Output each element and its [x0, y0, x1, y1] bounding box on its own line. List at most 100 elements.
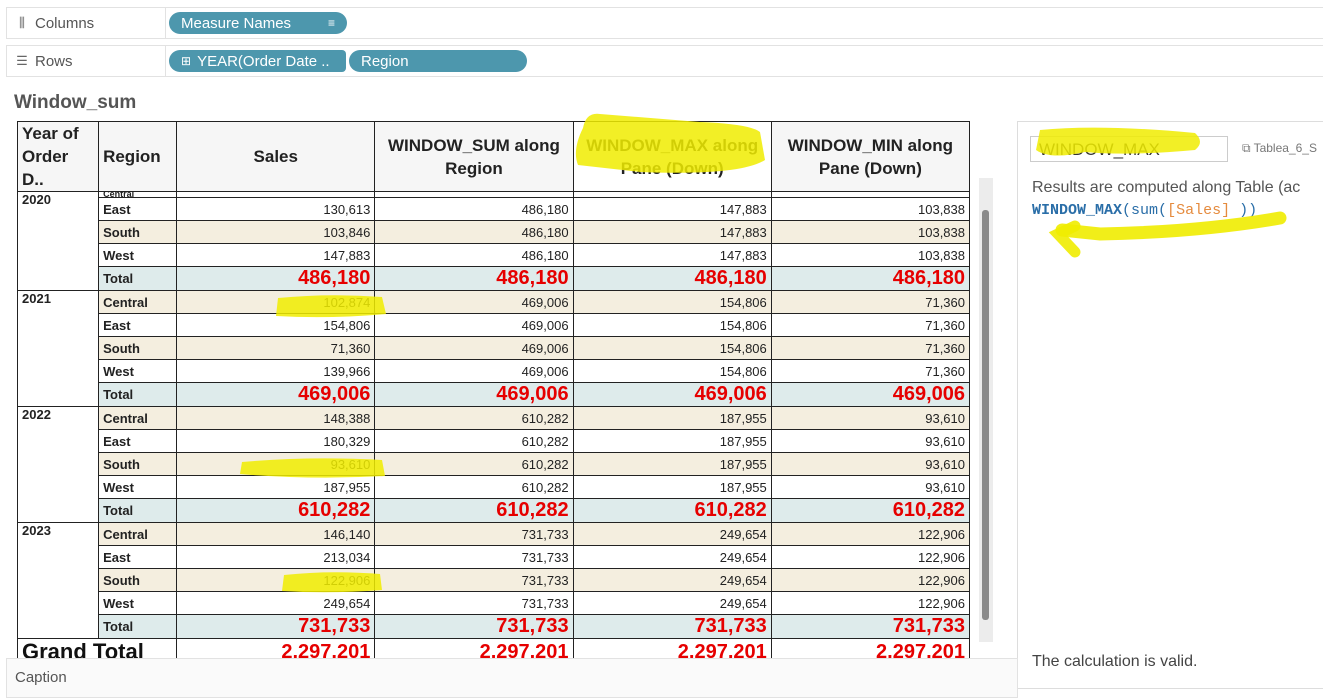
value-cell-sales[interactable]: 122,906	[176, 568, 376, 592]
value-cell-wmax[interactable]: 154,806	[572, 290, 772, 314]
value-cell-wsum[interactable]: 486,180	[374, 243, 574, 267]
value-cell-wmin[interactable]: 122,906	[770, 522, 971, 546]
value-cell-wmax[interactable]: 249,654	[572, 522, 772, 546]
region-cell[interactable]: West	[98, 591, 178, 615]
calculation-name-field[interactable]: WINDOW_MAX	[1030, 136, 1228, 162]
value-cell-sales[interactable]: 139,966	[176, 359, 376, 383]
value-cell-wsum[interactable]: 610,282	[374, 452, 574, 476]
value-cell-wmin[interactable]: 71,360	[770, 336, 971, 360]
total-label[interactable]: Total	[98, 614, 178, 639]
value-cell-wsum[interactable]: 731,733	[374, 591, 574, 615]
value-cell-sales[interactable]: 154,806	[176, 313, 376, 337]
total-value-wmin[interactable]: 486,180	[770, 266, 971, 291]
region-cell[interactable]: West	[98, 243, 178, 267]
value-cell-wmin[interactable]: 93,610	[770, 452, 971, 476]
total-value-wsum[interactable]: 469,006	[374, 382, 574, 407]
total-value-sales[interactable]: 486,180	[176, 266, 376, 291]
total-value-wmax[interactable]: 731,733	[572, 614, 772, 639]
value-cell-wmax[interactable]: 187,955	[572, 475, 772, 499]
value-cell-wsum[interactable]: 610,282	[374, 406, 574, 430]
header-window-max[interactable]: WINDOW_MAX along Pane (Down)	[572, 121, 772, 192]
value-cell-sales[interactable]: 130,613	[176, 197, 376, 221]
value-cell-wsum[interactable]: 610,282	[374, 429, 574, 453]
value-cell-wsum[interactable]: 731,733	[374, 545, 574, 569]
value-cell-wmax[interactable]: 187,955	[572, 429, 772, 453]
value-cell-sales[interactable]: 102,874	[176, 290, 376, 314]
value-cell-wmax[interactable]: 249,654	[572, 545, 772, 569]
header-window-min[interactable]: WINDOW_MIN along Pane (Down)	[770, 121, 971, 192]
vertical-scrollbar[interactable]	[979, 178, 993, 642]
value-cell-wsum[interactable]: 731,733	[374, 568, 574, 592]
total-value-wmax[interactable]: 610,282	[572, 498, 772, 523]
value-cell-wmax[interactable]: 154,806	[572, 313, 772, 337]
year-cell[interactable]: 2021	[16, 290, 100, 407]
value-cell-sales[interactable]: 249,654	[176, 591, 376, 615]
expand-icon[interactable]: ⊞	[181, 54, 192, 68]
value-cell-wmax[interactable]: 147,883	[572, 197, 772, 221]
value-cell-wmin[interactable]: 122,906	[770, 568, 971, 592]
value-cell-wmin[interactable]: 122,906	[770, 545, 971, 569]
value-cell-wsum[interactable]: 610,282	[374, 475, 574, 499]
region-cell[interactable]: East	[98, 313, 178, 337]
value-cell-wmin[interactable]: 122,906	[770, 591, 971, 615]
value-cell-wsum[interactable]: 469,006	[374, 290, 574, 314]
region-cell[interactable]: East	[98, 197, 178, 221]
value-cell-sales[interactable]: 187,955	[176, 475, 376, 499]
total-value-sales[interactable]: 469,006	[176, 382, 376, 407]
region-cell[interactable]: South	[98, 220, 178, 244]
value-cell-wmin[interactable]: 103,838	[770, 197, 971, 221]
value-cell-sales[interactable]: 103,846	[176, 220, 376, 244]
value-cell-sales[interactable]: 148,388	[176, 406, 376, 430]
value-cell-wsum[interactable]: 486,180	[374, 197, 574, 221]
total-value-wsum[interactable]: 610,282	[374, 498, 574, 523]
value-cell-sales[interactable]: 93,610	[176, 452, 376, 476]
value-cell-wsum[interactable]: 731,733	[374, 522, 574, 546]
header-sales[interactable]: Sales	[176, 121, 376, 192]
value-cell-sales[interactable]: 147,883	[176, 243, 376, 267]
scrollbar-thumb[interactable]	[982, 210, 989, 620]
region-cell[interactable]: South	[98, 336, 178, 360]
value-cell-wmin[interactable]: 71,360	[770, 359, 971, 383]
value-cell-wmax[interactable]: 249,654	[572, 591, 772, 615]
total-value-wmax[interactable]: 486,180	[572, 266, 772, 291]
header-region[interactable]: Region	[98, 121, 178, 192]
total-label[interactable]: Total	[98, 498, 178, 523]
region-cell[interactable]: Central	[98, 522, 178, 546]
region-cell[interactable]: East	[98, 429, 178, 453]
total-value-wmin[interactable]: 610,282	[770, 498, 971, 523]
value-cell-wmax[interactable]: 154,806	[572, 359, 772, 383]
formula-editor[interactable]: WINDOW_MAX(sum([Sales] ))	[1032, 202, 1258, 219]
value-cell-wmax[interactable]: 147,883	[572, 243, 772, 267]
value-cell-sales[interactable]: 180,329	[176, 429, 376, 453]
value-cell-sales[interactable]: 213,034	[176, 545, 376, 569]
region-cell[interactable]: Central	[98, 406, 178, 430]
header-window-sum[interactable]: WINDOW_SUM along Region	[374, 121, 574, 192]
total-label[interactable]: Total	[98, 382, 178, 407]
header-year[interactable]: Year of Order D..	[16, 121, 100, 192]
value-cell-wmax[interactable]: 249,654	[572, 568, 772, 592]
total-value-wsum[interactable]: 731,733	[374, 614, 574, 639]
value-cell-wmin[interactable]: 71,360	[770, 290, 971, 314]
total-value-wmax[interactable]: 469,006	[572, 382, 772, 407]
region-cell[interactable]: East	[98, 545, 178, 569]
value-cell-wmax[interactable]: 187,955	[572, 406, 772, 430]
value-cell-wsum[interactable]: 469,006	[374, 313, 574, 337]
value-cell-wmin[interactable]: 103,838	[770, 243, 971, 267]
sort-icon[interactable]: ≡	[327, 16, 335, 30]
total-label[interactable]: Total	[98, 266, 178, 291]
region-cell[interactable]: West	[98, 475, 178, 499]
total-value-wmin[interactable]: 469,006	[770, 382, 971, 407]
region-pill[interactable]: Region	[349, 50, 527, 72]
total-value-wmin[interactable]: 731,733	[770, 614, 971, 639]
value-cell-wmax[interactable]: 187,955	[572, 452, 772, 476]
value-cell-wmax[interactable]: 147,883	[572, 220, 772, 244]
value-cell-wsum[interactable]: 469,006	[374, 336, 574, 360]
region-cell[interactable]: Central	[98, 290, 178, 314]
value-cell-wmin[interactable]: 93,610	[770, 429, 971, 453]
region-cell[interactable]: South	[98, 568, 178, 592]
year-cell[interactable]: 2023	[16, 522, 100, 639]
year-cell[interactable]: 2020	[16, 191, 100, 291]
value-cell-wsum[interactable]: 469,006	[374, 359, 574, 383]
value-cell-wmin[interactable]: 103,838	[770, 220, 971, 244]
region-cell[interactable]: South	[98, 452, 178, 476]
